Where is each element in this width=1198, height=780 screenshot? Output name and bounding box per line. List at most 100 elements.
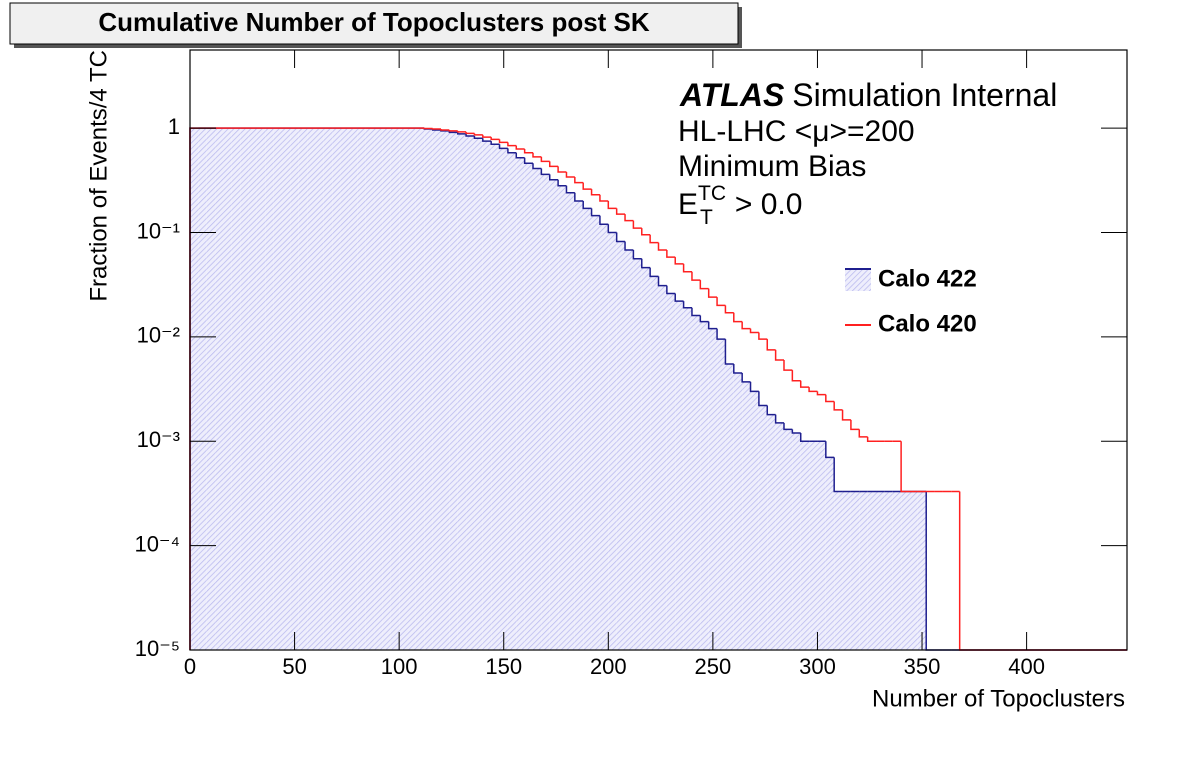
histogram-step [491,137,499,139]
histogram-step [843,410,851,420]
histogram-step [508,148,516,152]
histogram-step [650,235,658,243]
histogram-step [491,141,499,144]
bar-fill [332,128,340,650]
histogram-step [566,186,574,193]
histogram-step [700,316,708,322]
bar-fill [441,131,449,650]
histogram-step [767,339,775,350]
histogram-step [600,195,608,201]
bar-fill [893,491,901,650]
histogram-step [725,339,733,364]
bar-fill [751,391,759,650]
y-tick-label: 10⁻⁵ [135,636,180,661]
histogram-step [449,130,457,131]
sample-label: Minimum Bias [678,150,866,183]
bar-fill [215,128,223,650]
histogram-step [868,437,876,441]
bar-fill [458,134,466,650]
histogram-step [709,289,717,298]
x-tick-label: 350 [904,654,941,679]
bar-fill [725,364,733,650]
bar-fill [483,141,491,650]
histogram-step [742,373,750,382]
histogram-step [742,322,750,329]
bar-fill [784,429,792,650]
x-tick-label: 250 [695,654,732,679]
bar-fill [408,128,416,650]
bar-fill [675,301,683,650]
bar-fill [617,241,625,650]
histogram-step [474,136,482,138]
histogram-step [784,423,792,429]
bar-fill [190,128,198,650]
histogram-step [550,161,558,166]
bar-fill [533,169,541,650]
histogram-step [558,166,566,172]
histogram-step [466,132,474,134]
x-tick-label: 150 [485,654,522,679]
y-tick-label: 10⁻³ [137,427,180,452]
histogram-step [817,391,825,394]
bar-fill [918,491,926,650]
histogram-step [792,429,800,433]
histogram-step [541,157,549,161]
histogram-step [633,221,641,229]
histogram-step [692,308,700,316]
bar-fill [324,128,332,650]
histogram-step [625,214,633,220]
histogram-step [516,153,524,158]
bar-fill [349,128,357,650]
plot-area [190,128,1127,650]
histogram-step [533,163,541,168]
cut-subscript: T [700,206,713,229]
histogram-step [751,329,759,333]
histogram-step [776,350,784,360]
bar-fill [433,130,441,650]
bar-fill [207,128,215,650]
x-tick-label: 400 [1008,654,1045,679]
histogram-step [541,169,549,175]
bar-fill [734,373,742,650]
bar-fill [357,128,365,650]
bar-fill [374,128,382,650]
bar-fill [909,491,917,650]
bar-fill [290,128,298,650]
histogram-step [516,146,524,149]
histogram-step [583,201,591,208]
bar-fill [583,208,591,650]
y-tick-label: 10⁻¹ [137,218,180,243]
histogram-step [767,405,775,414]
bar-fill [249,128,257,650]
histogram-step [675,257,683,264]
histogram-step [525,149,533,153]
histogram-step [441,129,449,130]
bar-fill [759,405,767,650]
histogram-step [684,301,692,308]
y-tick-label: 10⁻⁴ [134,531,180,556]
bar-fill [876,491,884,650]
histogram-step [851,420,859,429]
bar-fill [575,201,583,650]
histogram-step [751,382,759,392]
histogram-step [759,333,767,340]
x-tick-label: 50 [282,654,306,679]
bar-fill [901,491,909,650]
bar-fill [834,491,842,650]
bar-fill [843,491,851,650]
x-tick-label: 100 [381,654,418,679]
histogram-step [734,313,742,322]
experiment-label: ATLAS [679,77,785,113]
histogram-step [834,402,842,410]
y-axis-label: Fraction of Events/4 TC [85,50,112,302]
bar-fill [198,128,206,650]
bar-fill [265,128,273,650]
bar-fill [491,144,499,650]
bar-fill [592,216,600,650]
histogram-step [792,370,800,381]
y-tick-label: 10⁻² [137,323,180,348]
histogram-step [508,142,516,145]
histogram-step [784,360,792,370]
histogram-step [859,429,867,437]
